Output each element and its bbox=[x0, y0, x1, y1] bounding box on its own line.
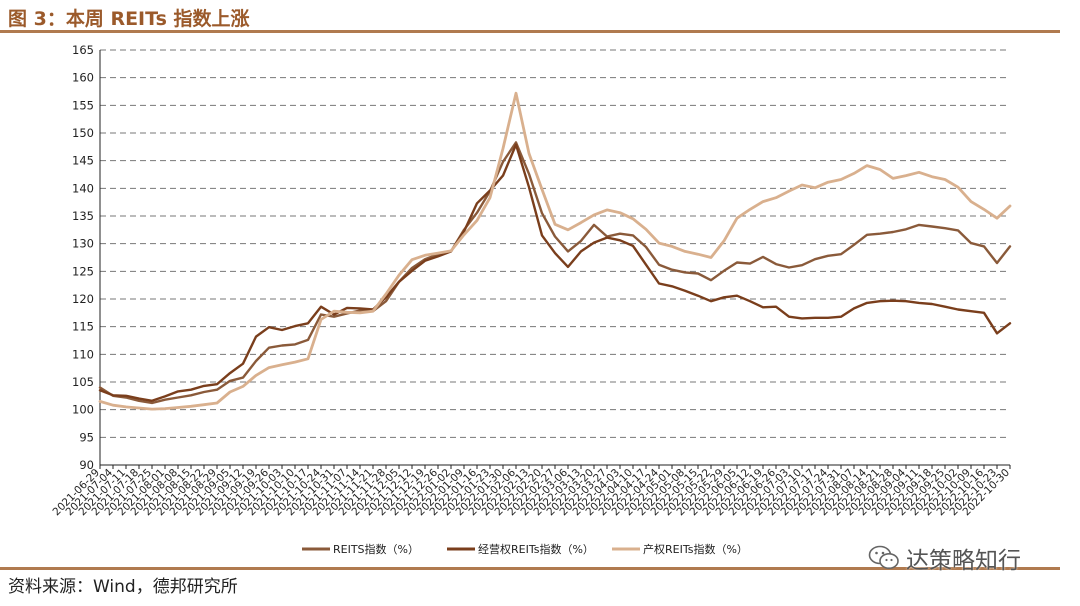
footer-divider bbox=[0, 567, 1060, 570]
legend-label-3: 产权REITs指数（%） bbox=[643, 542, 748, 556]
y-tick-label: 160 bbox=[72, 71, 94, 85]
y-tick-label: 155 bbox=[72, 98, 94, 112]
y-tick-label: 120 bbox=[72, 292, 94, 306]
chart-title: 图 3：本周 REITs 指数上涨 bbox=[8, 8, 250, 30]
watermark: 达策略知行 bbox=[868, 542, 1021, 574]
series-line-3 bbox=[98, 91, 1012, 411]
title-bar: 图 3：本周 REITs 指数上涨 bbox=[0, 0, 1060, 33]
y-tick-label: 130 bbox=[72, 237, 94, 251]
y-tick-label: 165 bbox=[72, 43, 94, 57]
watermark-text: 达策略知行 bbox=[906, 548, 1021, 574]
y-tick-label: 115 bbox=[72, 320, 94, 334]
legend-label-1: REITS指数（%） bbox=[333, 542, 419, 556]
y-tick-label: 125 bbox=[72, 264, 94, 278]
y-tick-label: 150 bbox=[72, 126, 94, 140]
y-tick-label: 100 bbox=[72, 403, 94, 417]
wechat-icon bbox=[868, 545, 899, 569]
source-note: 资料来源：Wind，德邦研究所 bbox=[8, 577, 238, 597]
y-tick-label: 140 bbox=[72, 181, 94, 195]
y-tick-label: 145 bbox=[72, 154, 94, 168]
y-tick-label: 110 bbox=[72, 347, 94, 361]
y-tick-label: 105 bbox=[72, 375, 94, 389]
y-tick-label: 90 bbox=[79, 458, 94, 472]
series-line-2 bbox=[98, 143, 1012, 402]
chart-area: 90 95 100 105 110 115 120 125 130 135 140 145 150 155… bbox=[50, 43, 1012, 556]
series-line-1 bbox=[98, 141, 1012, 405]
y-tick-label: 135 bbox=[72, 209, 94, 223]
y-tick-label: 95 bbox=[79, 430, 94, 444]
legend-label-2: 经营权REITs指数（%） bbox=[478, 542, 594, 556]
